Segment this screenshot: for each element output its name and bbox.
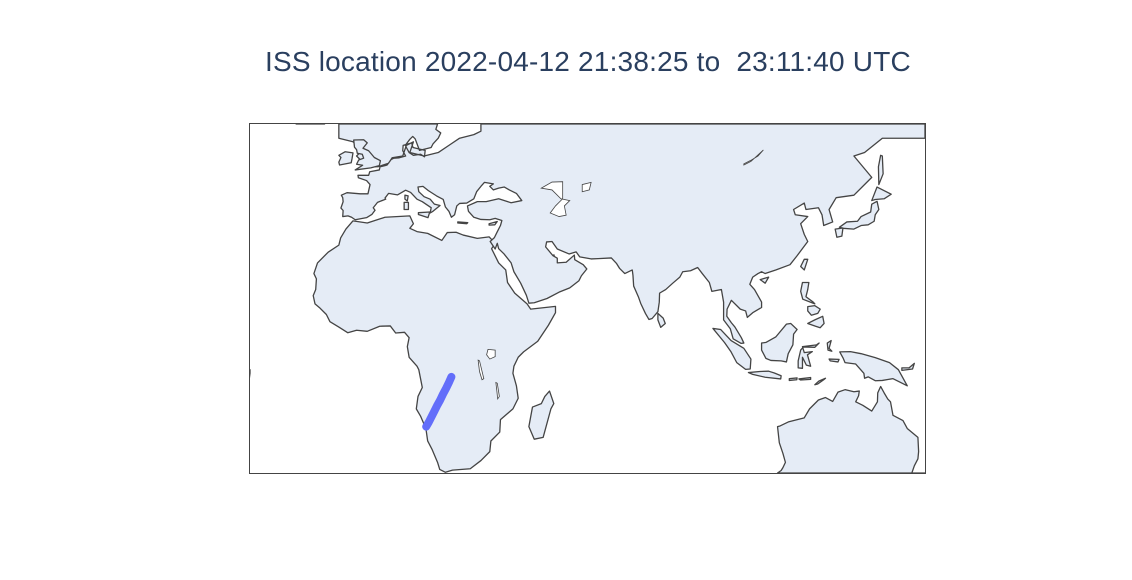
sicily-landmass	[417, 211, 431, 219]
japan-hokkaido-landmass	[871, 186, 892, 202]
iss-track-point[interactable]	[429, 415, 433, 419]
iss-track-point[interactable]	[449, 375, 453, 379]
corsica-landmass	[404, 194, 409, 202]
eurasia-landmass	[338, 124, 925, 344]
sumbawa-landmass	[788, 377, 798, 382]
sumatra-landmass	[712, 327, 752, 371]
halmahera-landmass	[826, 339, 833, 352]
japan-honshu-landmass	[838, 200, 880, 230]
iss-track-point[interactable]	[447, 381, 451, 385]
iss-track-point[interactable]	[427, 420, 431, 424]
seram-landmass	[828, 358, 840, 363]
iss-track-point[interactable]	[424, 425, 428, 429]
iss-track-point[interactable]	[444, 386, 448, 390]
crete-landmass	[457, 221, 469, 225]
australia-landmass	[776, 385, 925, 473]
timor-landmass	[814, 377, 827, 386]
java-landmass	[747, 370, 782, 380]
cyprus-landmass	[488, 220, 498, 226]
iss-track-point[interactable]	[432, 410, 436, 414]
land-layer	[250, 124, 925, 473]
new-guinea-landmass	[839, 350, 908, 387]
japan-kyushu-landmass	[834, 227, 844, 238]
mindanao-landmass	[807, 315, 825, 329]
africa-landmass	[312, 215, 557, 473]
borneo-landmass	[760, 322, 798, 363]
sri-lanka-landmass	[657, 312, 666, 328]
luzon-landmass	[800, 281, 816, 305]
ireland-landmass	[338, 151, 354, 166]
sakhalin-landmass	[877, 154, 884, 186]
lake-malawi	[495, 381, 500, 401]
lake-victoria	[486, 348, 496, 360]
lake-tanganyika	[477, 359, 485, 381]
new-britain-landmass	[901, 362, 915, 372]
taiwan-landmass	[800, 258, 809, 271]
map-title: ISS location 2022-04-12 21:38:25 to 23:1…	[265, 46, 911, 77]
sahara-rim-arabian-islands-bahrain-landmass	[552, 254, 555, 257]
caspian-part	[540, 181, 571, 217]
aral	[581, 181, 592, 193]
iss-track-point[interactable]	[441, 392, 445, 396]
iss-track-layer	[422, 372, 456, 431]
madagascar-landmass	[528, 390, 555, 440]
map-plot-area[interactable]	[249, 123, 926, 474]
iss-track-point[interactable]	[438, 398, 442, 402]
iss-track-point[interactable]	[435, 404, 439, 408]
lake-baikal	[743, 149, 764, 166]
visayas-landmass	[807, 305, 821, 316]
world-map[interactable]	[250, 124, 925, 473]
flores-landmass	[798, 376, 812, 381]
sardinia-landmass	[403, 201, 410, 211]
hainan-landmass	[759, 276, 770, 284]
sulawesi-landmass	[797, 342, 820, 369]
great-britain-landmass	[353, 139, 382, 171]
iss-track-line[interactable]	[422, 372, 456, 431]
